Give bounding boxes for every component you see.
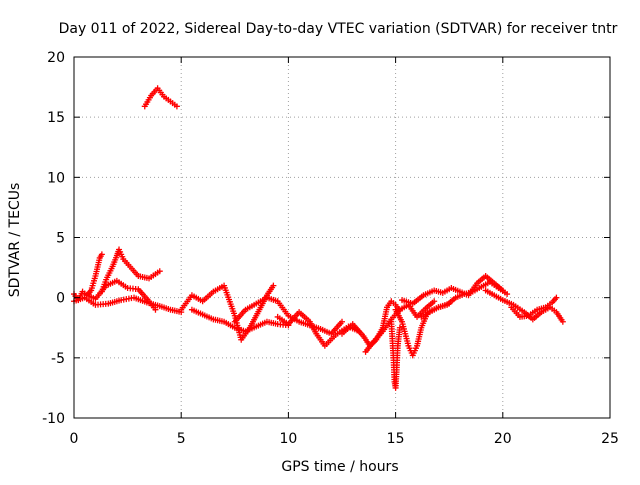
series-arc-e [141, 85, 180, 110]
data-point [504, 291, 511, 298]
data-point [559, 318, 566, 325]
series-arc-k [388, 318, 403, 391]
y-tick-label: 0 [56, 291, 65, 307]
grid [74, 57, 610, 418]
y-tick-label: 10 [47, 170, 65, 186]
x-tick-label: 0 [70, 431, 79, 447]
data-point [270, 282, 277, 289]
y-tick-label: 20 [47, 50, 65, 66]
series-arc-m [362, 298, 438, 355]
data-point [431, 298, 438, 305]
series-arc-g [188, 306, 292, 335]
data-point [553, 294, 560, 301]
series-arc-b [98, 246, 163, 295]
data-point [173, 103, 180, 110]
series-arc-d [81, 277, 159, 313]
data-point [98, 251, 105, 258]
series-arc-q [508, 294, 560, 320]
data-series [71, 85, 566, 391]
data-point [152, 306, 159, 313]
data-point [396, 324, 403, 331]
y-tick-label: -5 [51, 351, 65, 367]
y-tick-label: 5 [56, 231, 65, 247]
x-tick-label: 15 [387, 431, 405, 447]
y-tick-label: -10 [42, 411, 65, 427]
x-tick-label: 20 [494, 431, 512, 447]
x-tick-label: 5 [177, 431, 186, 447]
chart-title: Day 011 of 2022, Sidereal Day-to-day VTE… [59, 21, 618, 37]
x-tick-label: 10 [279, 431, 297, 447]
data-point [339, 318, 345, 325]
series-arc-o [418, 279, 511, 320]
series-arc-f [178, 282, 277, 343]
data-point [156, 268, 163, 275]
y-axis-label: SDTVAR / TECUs [7, 183, 23, 298]
axis-ticks: 0 5 10 15 20 25 -10 -5 0 5 10 15 20 [42, 50, 619, 447]
x-tick-label: 25 [601, 431, 619, 447]
x-axis-label: GPS time / hours [281, 459, 398, 475]
y-tick-label: 15 [47, 110, 65, 126]
series-arc-c [71, 294, 185, 316]
